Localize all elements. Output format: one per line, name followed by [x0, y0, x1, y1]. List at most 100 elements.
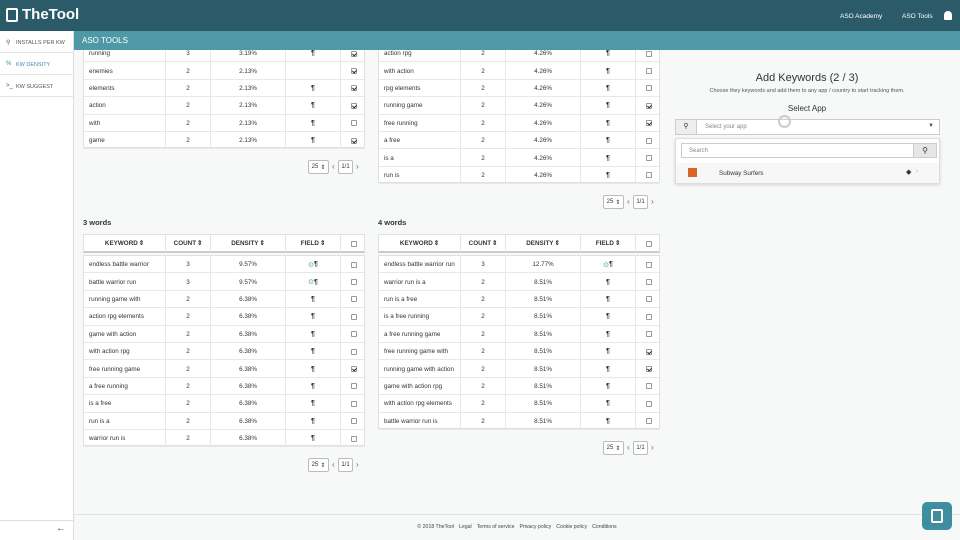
- row-checkbox[interactable]: [350, 400, 357, 407]
- row-checkbox[interactable]: [350, 120, 357, 127]
- app-option[interactable]: Subway Surfers ◆ ›: [676, 163, 939, 183]
- field-cell: ⊙ ¶: [581, 256, 636, 274]
- row-checkbox[interactable]: [350, 296, 357, 303]
- sidebar-icon: %: [6, 61, 12, 67]
- user-icon[interactable]: [944, 11, 952, 20]
- collapse-arrow[interactable]: ←: [56, 523, 66, 534]
- column-header[interactable]: COUNT ⇕: [166, 235, 211, 252]
- footer-link: © 2018 TheTool: [417, 524, 455, 530]
- logo[interactable]: TheTool: [22, 6, 80, 23]
- table: action rpg 2 4.26% ¶ with action 2 4.26% ¶ rpg e…: [378, 44, 660, 185]
- row-checkbox[interactable]: [645, 313, 652, 320]
- sidebar-item[interactable]: >_ KW SUGGEST: [0, 77, 73, 97]
- page-size-select[interactable]: 25 ⇕: [308, 160, 329, 175]
- row-checkbox[interactable]: [645, 172, 652, 179]
- column-header[interactable]: FIELD ⇕: [286, 235, 341, 252]
- footer: © 2018 TheTool Legal Terms of service Priva…: [74, 524, 960, 530]
- checkbox-cell: [341, 430, 366, 447]
- prev-page[interactable]: ‹: [332, 162, 335, 172]
- count-cell: 2: [461, 412, 506, 430]
- row-checkbox[interactable]: [350, 418, 357, 425]
- nav-link[interactable]: ASO Academy: [840, 13, 883, 20]
- title-icon: ⊙: [308, 261, 314, 269]
- row-checkbox[interactable]: [645, 366, 652, 373]
- sidebar-item[interactable]: ⚲ INSTALLS PER KW: [0, 33, 73, 53]
- page-size-select[interactable]: 25 ⇕: [603, 441, 624, 455]
- column-header[interactable]: COUNT ⇕: [461, 235, 506, 252]
- footer-link[interactable]: Cookie policy: [556, 524, 588, 530]
- select-all-checkbox[interactable]: [645, 240, 652, 247]
- prev-page[interactable]: ‹: [627, 443, 630, 452]
- row-checkbox[interactable]: [645, 137, 652, 144]
- page-size-select[interactable]: 25 ⇕: [308, 458, 329, 473]
- column-header[interactable]: KEYWORD ⇕: [84, 235, 166, 252]
- row-checkbox[interactable]: [645, 50, 652, 57]
- next-page[interactable]: ›: [356, 162, 359, 172]
- row-checkbox[interactable]: [645, 279, 652, 286]
- row-checkbox[interactable]: [350, 313, 357, 320]
- nav-link[interactable]: ASO Tools: [902, 13, 933, 20]
- keyword-cell: with: [84, 114, 166, 132]
- footer-link[interactable]: Terms of service: [476, 524, 515, 530]
- help-button[interactable]: [922, 502, 952, 530]
- next-page[interactable]: ›: [651, 443, 654, 452]
- row-checkbox[interactable]: [645, 383, 652, 390]
- count: 3: [481, 261, 485, 269]
- page-size-select[interactable]: 25 ⇕: [603, 195, 624, 210]
- row-checkbox[interactable]: [645, 68, 652, 75]
- row-checkbox[interactable]: [350, 68, 357, 75]
- column-header[interactable]: DENSITY ⇕: [506, 235, 581, 252]
- next-page[interactable]: ›: [651, 197, 654, 207]
- density-cell: 6.38%: [211, 308, 286, 326]
- footer-link[interactable]: Legal: [459, 524, 472, 530]
- column-header[interactable]: KEYWORD ⇕: [379, 235, 461, 252]
- row-checkbox[interactable]: [350, 279, 357, 286]
- row-checkbox[interactable]: [645, 331, 652, 338]
- row-checkbox[interactable]: [350, 331, 357, 338]
- row-checkbox[interactable]: [645, 155, 652, 162]
- row-checkbox[interactable]: [350, 435, 357, 442]
- next-page[interactable]: ›: [356, 460, 359, 470]
- app-dropdown: Search ⚲ Subway Surfers ◆ ›: [675, 138, 940, 184]
- row-checkbox[interactable]: [645, 348, 652, 355]
- row-checkbox[interactable]: [350, 85, 357, 92]
- row-checkbox[interactable]: [350, 383, 357, 390]
- prev-page[interactable]: ‹: [627, 197, 630, 207]
- count-cell: 2: [166, 325, 211, 343]
- field-icon: ¶: [311, 119, 315, 127]
- select-arrows: ⇕: [615, 199, 621, 206]
- checkbox-cell: [636, 395, 661, 412]
- keyword-cell: a free: [379, 132, 461, 150]
- density: 2.13%: [239, 84, 257, 92]
- row-checkbox[interactable]: [645, 296, 652, 303]
- count: 2: [481, 137, 485, 145]
- prev-page[interactable]: ‹: [332, 460, 335, 470]
- density: 2.13%: [239, 67, 257, 75]
- row-checkbox[interactable]: [645, 120, 652, 127]
- row-checkbox[interactable]: [645, 102, 652, 109]
- search-button[interactable]: ⚲: [913, 143, 937, 158]
- row-checkbox[interactable]: [350, 348, 357, 355]
- row-checkbox[interactable]: [350, 102, 357, 109]
- checkbox-cell: [341, 115, 366, 132]
- column-header[interactable]: FIELD ⇕: [581, 235, 636, 252]
- row-checkbox[interactable]: [645, 85, 652, 92]
- field-cell: ⊙ ¶: [286, 273, 341, 291]
- row-checkbox[interactable]: [350, 50, 357, 57]
- app-select[interactable]: ⚲ Select your app ▼: [675, 119, 940, 135]
- row-checkbox[interactable]: [645, 261, 652, 268]
- column-header[interactable]: DENSITY ⇕: [211, 235, 286, 252]
- row-checkbox[interactable]: [645, 400, 652, 407]
- sidebar-item[interactable]: % KW DENSITY: [0, 55, 73, 75]
- footer-link[interactable]: Conditions: [592, 524, 617, 530]
- row-checkbox[interactable]: [645, 418, 652, 425]
- select-all-checkbox[interactable]: [350, 240, 357, 247]
- search-input[interactable]: Search: [681, 143, 914, 158]
- row-checkbox[interactable]: [350, 137, 357, 144]
- density: 2.13%: [239, 137, 257, 145]
- field-icon: ¶: [606, 119, 610, 127]
- footer-link[interactable]: Privacy policy: [519, 524, 552, 530]
- row-checkbox[interactable]: [350, 366, 357, 373]
- keyword-cell: run is: [379, 166, 461, 185]
- row-checkbox[interactable]: [350, 261, 357, 268]
